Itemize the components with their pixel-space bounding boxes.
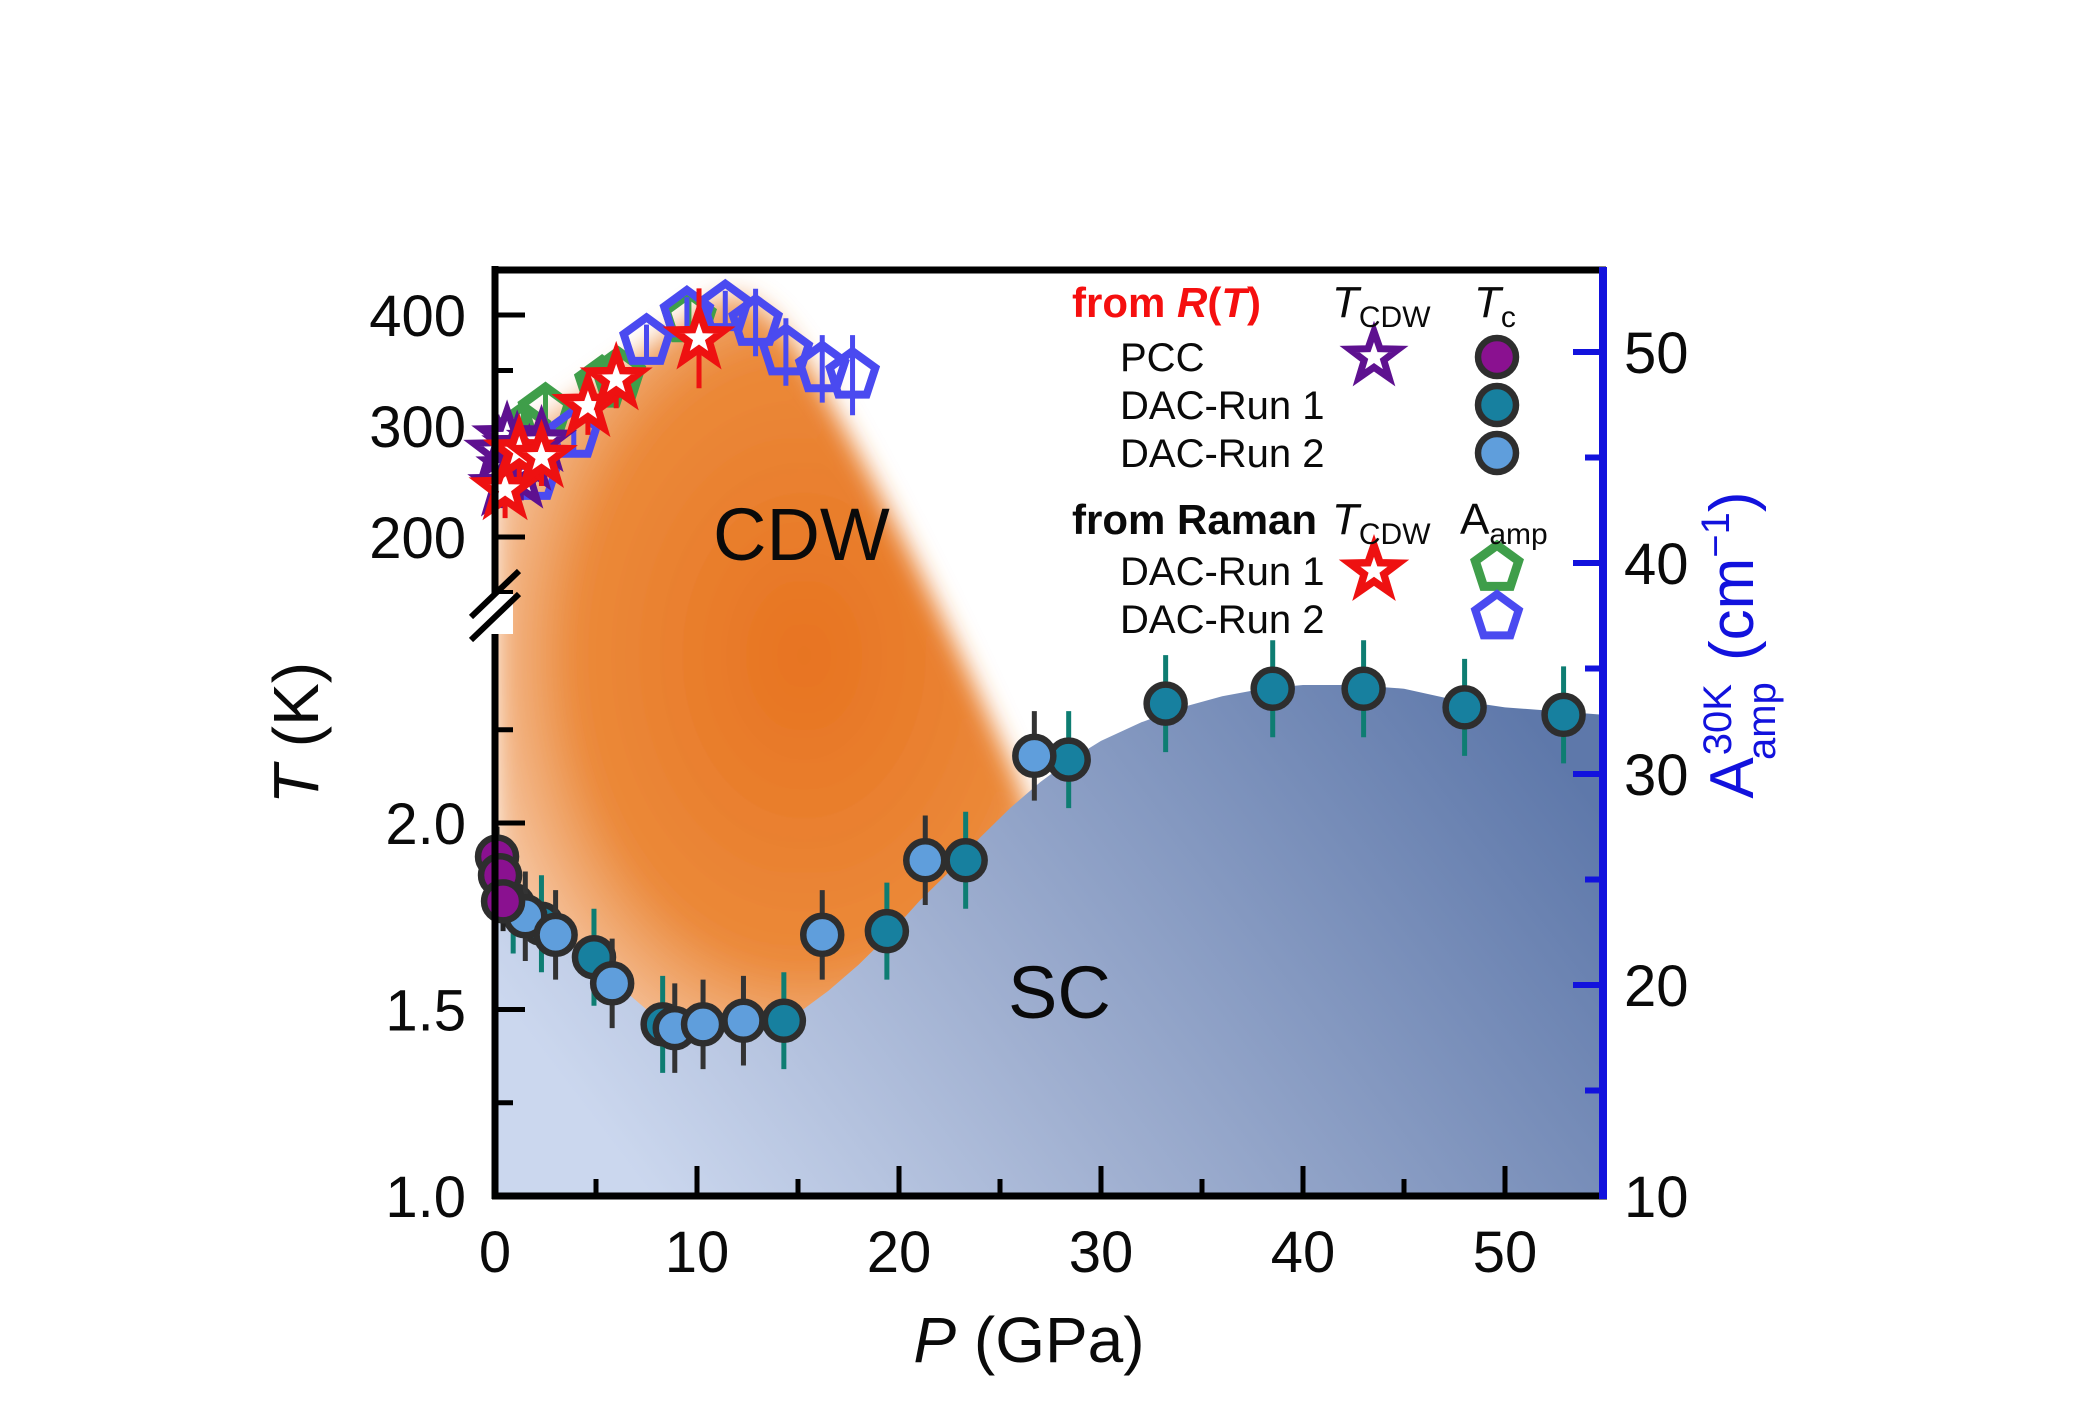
cdw-region-label: CDW: [713, 493, 890, 576]
circle-marker: [1474, 382, 1520, 428]
legend-rt-row-dac2: DAC-Run 2: [1120, 432, 1325, 476]
pentagon-marker: [758, 323, 814, 376]
legend-rt-row-dac1: DAC-Run 1: [1120, 384, 1325, 428]
circle-marker: [1541, 692, 1586, 738]
circle-marker: [721, 998, 766, 1043]
x-tick-label-30: 30: [1069, 1220, 1134, 1285]
y-left-tick-label-1.0: 1.0: [385, 1165, 466, 1230]
circle-marker: [864, 908, 910, 954]
circle-marker: [1474, 334, 1520, 380]
legend-raman-col2-header: Aamp: [1460, 495, 1548, 551]
star-marker: [1338, 533, 1410, 602]
circle-marker: [799, 912, 845, 958]
series-tc-rt-dac2: [503, 711, 1057, 1073]
star-marker: [504, 418, 578, 489]
pentagon-marker: [619, 312, 674, 365]
legend-raman-row-dac2: DAC-Run 2: [1120, 598, 1325, 642]
y-right-tick-label-10: 10: [1624, 1165, 1689, 1230]
circle-marker: [1442, 685, 1487, 730]
y-right-axis-title: A30Kamp (cm−1): [1694, 491, 1784, 798]
circle-marker: [533, 912, 578, 958]
legend-markers: [1338, 320, 1524, 640]
x-tick-label-10: 10: [665, 1220, 730, 1285]
data-series: [463, 278, 1586, 1073]
sc-region-label: SC: [1008, 951, 1111, 1034]
legend-rt-title: from R(T): [1072, 279, 1261, 326]
x-tick-label-0: 0: [479, 1220, 511, 1285]
circle-marker: [1250, 666, 1295, 711]
legend-rt-col1-header: TCDW: [1332, 278, 1431, 334]
legend-raman-row-dac1: DAC-Run 1: [1120, 550, 1325, 594]
circle-marker: [761, 998, 807, 1043]
pentagon-marker: [1470, 539, 1524, 591]
circle-marker: [680, 1002, 726, 1047]
circle-marker: [480, 879, 526, 924]
y-left-axis-title: T (K): [260, 662, 332, 804]
circle-marker: [1143, 681, 1188, 726]
pentagon-marker: [1470, 589, 1524, 640]
circle-marker: [903, 838, 948, 883]
series-tcdw-raman-dac1: [468, 288, 736, 521]
phase-regions: [495, 295, 1603, 1196]
pentagon-marker: [824, 346, 881, 399]
circle-marker: [1474, 430, 1520, 476]
circle-marker: [1012, 733, 1057, 779]
y-left-tick-label-400: 400: [369, 284, 466, 349]
y-right-tick-label-40: 40: [1624, 532, 1689, 597]
star-marker: [579, 340, 653, 411]
x-tick-label-50: 50: [1473, 1220, 1538, 1285]
sc-region-shading: [495, 685, 1603, 1196]
circle-marker: [589, 961, 635, 1006]
pentagon-marker: [728, 293, 784, 346]
y-left-tick-label-300: 300: [369, 395, 466, 460]
x-tick-label-20: 20: [867, 1220, 932, 1285]
y-left-tick-label-1.5: 1.5: [385, 979, 466, 1044]
y-left-tick-label-2.0: 2.0: [385, 792, 466, 857]
circle-marker: [1341, 666, 1386, 711]
star-marker: [662, 299, 736, 370]
axis-break-icon: [468, 568, 522, 643]
y-left-tick-label-200: 200: [369, 506, 466, 571]
y-right-tick-label-50: 50: [1624, 321, 1689, 386]
x-tick-label-40: 40: [1271, 1220, 1336, 1285]
legend-raman-title: from Raman: [1072, 496, 1317, 543]
circle-marker: [943, 838, 988, 883]
y-right-tick-label-30: 30: [1624, 743, 1689, 808]
legend-raman-col1-header: TCDW: [1332, 495, 1431, 551]
legend-rt-row-pcc: PCC: [1120, 336, 1204, 380]
x-axis-title: P (GPa): [913, 1304, 1144, 1376]
y-right-tick-label-20: 20: [1624, 954, 1689, 1019]
star-marker: [1339, 320, 1409, 387]
legend-rt-col2-header: Tc: [1474, 278, 1516, 334]
axis-ticks: 0 10 20 30 40 50 400 300 200 2.0 1.5 1.0 50 40 30 20 10: [369, 284, 1688, 1285]
